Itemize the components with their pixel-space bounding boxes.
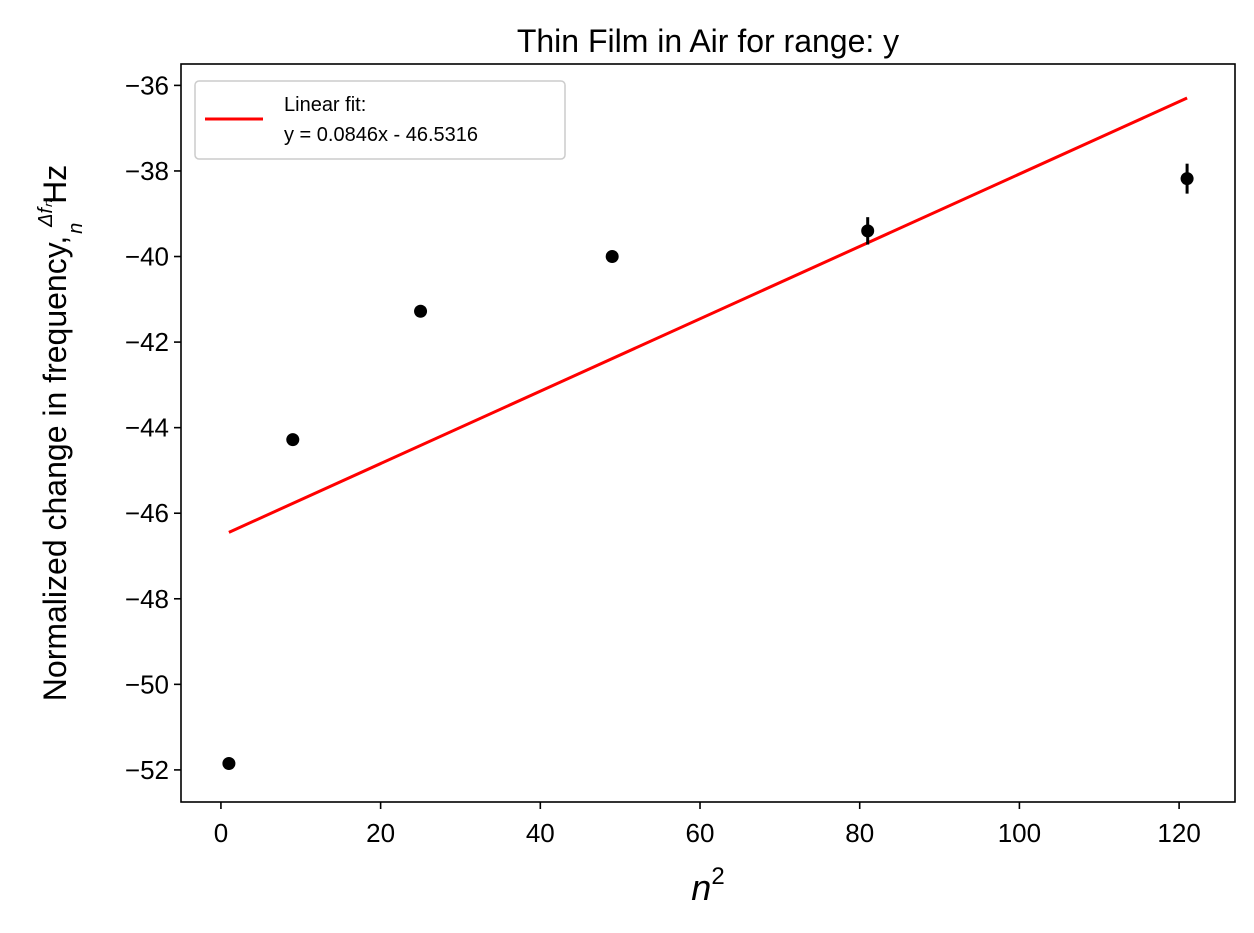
y-axis-label: Normalized change in frequency, Δfₙ n Hz <box>35 165 87 701</box>
x-tick-label: 60 <box>686 818 715 848</box>
x-tick-label: 20 <box>366 818 395 848</box>
y-tick-label: −52 <box>125 755 169 785</box>
data-point <box>286 433 300 447</box>
y-tick-label: −42 <box>125 327 169 357</box>
data-point <box>1180 172 1194 186</box>
legend-label-line1: Linear fit: <box>284 94 366 116</box>
data-point <box>861 224 875 238</box>
x-tick-label: 0 <box>214 818 228 848</box>
legend-box <box>194 80 566 160</box>
data-point <box>222 756 236 770</box>
y-tick-label: −48 <box>125 584 169 614</box>
x-axis-label: n2 <box>691 863 724 908</box>
y-tick-label: −46 <box>125 498 169 528</box>
data-point <box>414 304 428 318</box>
y-tick-label: −40 <box>125 242 169 272</box>
y-tick-label: −38 <box>125 156 169 186</box>
y-tick-label: −36 <box>125 70 169 100</box>
x-tick-label: 80 <box>845 818 874 848</box>
x-tick-label: 120 <box>1157 818 1200 848</box>
y-tick-label: −50 <box>125 669 169 699</box>
data-point <box>605 250 619 264</box>
legend-label-line2: y = 0.0846x - 46.5316 <box>284 124 478 146</box>
svg-text:n2: n2 <box>691 863 724 908</box>
x-tick-label: 40 <box>526 818 555 848</box>
svg-text:Normalized change in frequency: Normalized change in frequency, Δfₙ n Hz <box>35 165 87 701</box>
axes-frame <box>180 63 1236 803</box>
y-tick-label: −44 <box>125 413 169 443</box>
chart-title: Thin Film in Air for range: y <box>517 23 899 59</box>
x-tick-label: 100 <box>998 818 1041 848</box>
legend: Linear fit: y = 0.0846x - 46.5316 <box>194 80 566 160</box>
fit-line <box>228 96 1188 534</box>
